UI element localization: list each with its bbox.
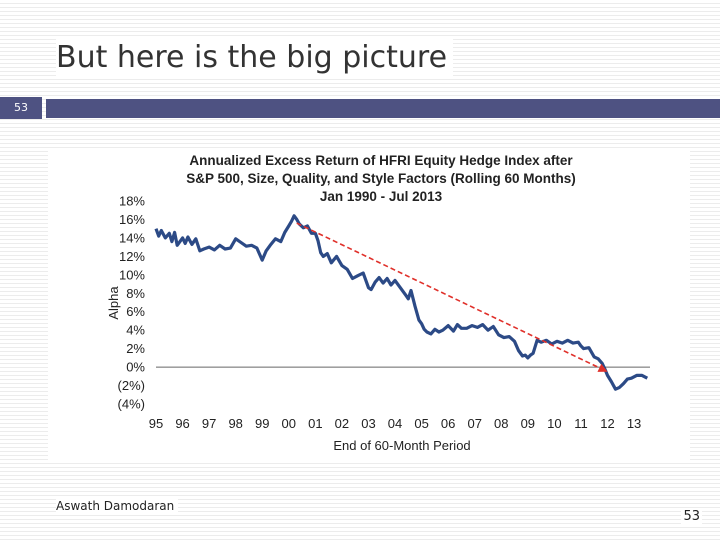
alpha-line-chart: Annualized Excess Return of HFRI Equity … [106,153,650,453]
x-tick-label: 00 [282,416,296,431]
y-tick-label: 16% [119,212,145,227]
y-tick-label: 18% [119,194,145,209]
x-tick-label: 99 [255,416,269,431]
y-tick-label: 0% [126,360,145,375]
x-tick-label: 04 [388,416,402,431]
x-tick-label: 02 [335,416,349,431]
slide-number-box: 53 [0,97,42,119]
footer-page-number: 53 [681,509,702,524]
y-tick-label: 6% [126,304,145,319]
x-tick-label: 97 [202,416,216,431]
x-tick-label: 01 [308,416,322,431]
series-line [154,214,649,391]
y-tick-label: 4% [126,323,145,338]
x-tick-labels: 95 96 97 98 99 00 01 02 03 04 05 06 07 08 09 10 11 12 13 [149,416,642,431]
x-tick-label: 12 [600,416,614,431]
trend-arrowhead [597,363,608,372]
chart-panel: Annualized Excess Return of HFRI Equity … [48,148,690,460]
trend-line [296,222,600,369]
x-tick-label: 13 [627,416,641,431]
x-tick-label: 07 [467,416,481,431]
x-tick-label: 05 [414,416,428,431]
x-tick-label: 10 [547,416,561,431]
x-tick-label: 96 [175,416,189,431]
footer-author: Aswath Damodaran [56,499,179,513]
y-tick-label: 8% [126,286,145,301]
y-tick-labels: 18% 16% 14% 12% 10% 8% 6% 4% 2% 0% (2%) (4%) [118,194,146,412]
chart-title-line-2: S&P 500, Size, Quality, and Style Factor… [186,171,576,186]
y-tick-label: 12% [119,249,145,264]
y-axis-label: Alpha [106,286,121,320]
slide-title: But here is the big picture [56,38,454,78]
x-axis-label: End of 60-Month Period [333,438,470,453]
x-tick-label: 03 [361,416,375,431]
title-band [46,99,720,118]
chart-title-line-1: Annualized Excess Return of HFRI Equity … [189,153,573,168]
y-tick-label: 2% [126,341,145,356]
chart-title-line-3: Jan 1990 - Jul 2013 [320,189,443,204]
y-tick-label: (2%) [118,378,145,393]
x-tick-label: 08 [494,416,508,431]
chart-title: Annualized Excess Return of HFRI Equity … [186,153,576,204]
y-tick-label: 14% [119,230,145,245]
x-tick-label: 09 [521,416,535,431]
y-tick-label: 10% [119,267,145,282]
x-tick-label: 11 [574,416,588,431]
x-tick-label: 98 [228,416,242,431]
x-tick-label: 06 [441,416,455,431]
x-tick-label: 95 [149,416,163,431]
y-tick-label: (4%) [118,397,145,412]
